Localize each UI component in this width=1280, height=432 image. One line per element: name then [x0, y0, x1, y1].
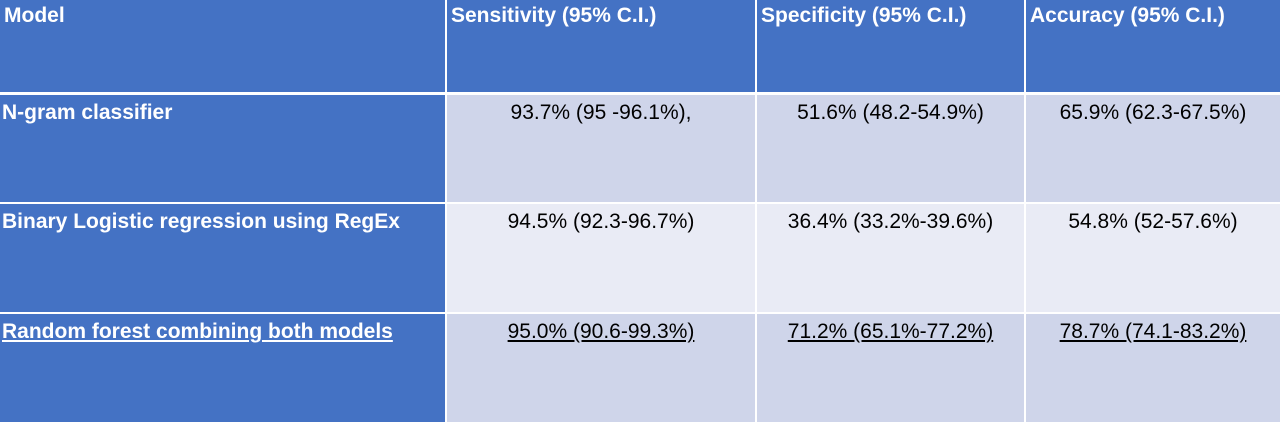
accuracy-value: 65.9% (62.3-67.5%) [1026, 95, 1280, 204]
specificity-value: 71.2% (65.1%-77.2%) [757, 314, 1026, 424]
sensitivity-text: 95.0% (90.6-99.3%) [507, 320, 695, 343]
model-name: Random forest combining both models [0, 314, 447, 424]
model-name-text: Random forest combining both models [2, 320, 393, 343]
header-specificity: Specificity (95% C.I.) [757, 0, 1026, 95]
accuracy-value: 54.8% (52-57.6%) [1026, 204, 1280, 314]
model-name: N-gram classifier [0, 95, 447, 204]
specificity-value: 51.6% (48.2-54.9%) [757, 95, 1026, 204]
header-sensitivity: Sensitivity (95% C.I.) [447, 0, 757, 95]
header-model: Model [0, 0, 447, 95]
accuracy-text: 78.7% (74.1-83.2%) [1059, 320, 1247, 343]
sensitivity-value: 93.7% (95 -96.1%), [447, 95, 757, 204]
accuracy-value: 78.7% (74.1-83.2%) [1026, 314, 1280, 424]
sensitivity-value: 94.5% (92.3-96.7%) [447, 204, 757, 314]
specificity-value: 36.4% (33.2%-39.6%) [757, 204, 1026, 314]
model-name: Binary Logistic regression using RegEx [0, 204, 447, 314]
specificity-text: 71.2% (65.1%-77.2%) [787, 320, 994, 343]
header-accuracy: Accuracy (95% C.I.) [1026, 0, 1280, 95]
sensitivity-value: 95.0% (90.6-99.3%) [447, 314, 757, 424]
